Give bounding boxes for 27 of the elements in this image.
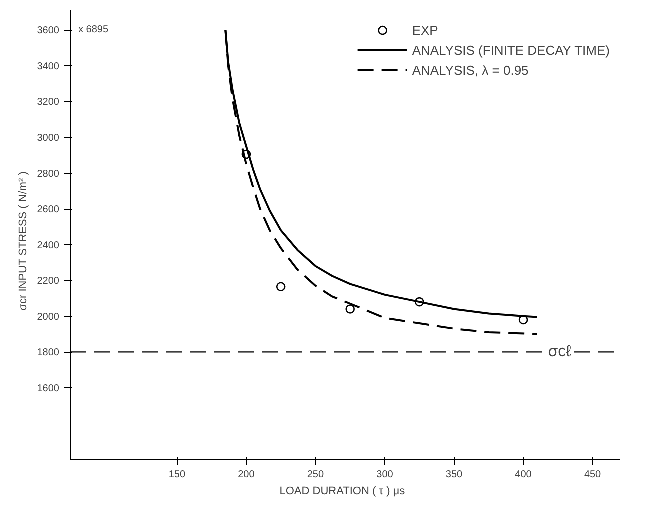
x-tick-label: 350 — [446, 470, 464, 480]
y-tick-label: 2400 — [37, 240, 60, 252]
x-tick-label: 450 — [584, 470, 602, 480]
ref-line-label: σcℓ — [548, 344, 572, 361]
y-tick-label: 2000 — [37, 312, 60, 323]
x-tick-label: 400 — [515, 470, 532, 480]
y-tick-label: 2200 — [37, 276, 60, 288]
x-tick-label: 200 — [238, 470, 256, 480]
y-tick-label: 3400 — [37, 61, 60, 72]
y-tick-label: 3600 — [37, 26, 60, 37]
y-axis-title: σcr INPUT STRESS ( N/m² ) — [17, 172, 30, 311]
x-axis-title: LOAD DURATION ( τ ) μs — [280, 486, 406, 498]
x-tick-label: 150 — [168, 470, 186, 480]
legend-label: ANALYSIS (FINITE DECAY TIME) — [412, 42, 610, 58]
y-tick-label: 2600 — [37, 204, 60, 216]
y-tick-label: 1800 — [37, 348, 60, 359]
x-tick-label: 300 — [376, 470, 394, 480]
x-tick-label: 250 — [307, 470, 324, 480]
point — [346, 304, 355, 314]
y-tick-label: 2800 — [37, 168, 60, 180]
y-tick-label: 1600 — [37, 383, 60, 394]
legend-label: ANALYSIS, λ = 0.95 — [412, 62, 529, 78]
annotation: x 6895 — [78, 24, 109, 36]
y-tick-label: 3200 — [37, 97, 60, 108]
y-tick-label: 3000 — [37, 133, 60, 144]
legend-label: EXP — [412, 22, 438, 38]
point — [276, 282, 286, 292]
